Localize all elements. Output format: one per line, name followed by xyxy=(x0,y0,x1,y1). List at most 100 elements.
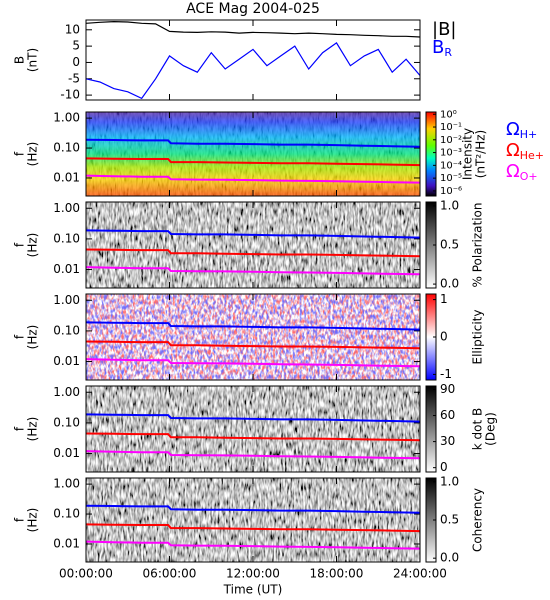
y-tick-label: 1.00 xyxy=(53,477,80,491)
y-axis-label: f xyxy=(13,517,27,522)
legend-label: ΩO+ xyxy=(506,161,538,183)
x-tick-label: 24:00:00 xyxy=(393,567,447,581)
series-line xyxy=(85,157,421,167)
colorbar-tick-label: 0.0 xyxy=(440,551,459,565)
x-tick-label: 18:00:00 xyxy=(310,567,364,581)
y-tick-label: 0.10 xyxy=(53,415,80,429)
plot-frame xyxy=(85,19,421,101)
y-tick-label: 0.10 xyxy=(53,141,80,155)
legend-name: Ω xyxy=(506,161,520,182)
plot-frame xyxy=(85,477,421,563)
y-axis-label: (Hz) xyxy=(26,417,40,442)
colorbar-tick-label: 0.5 xyxy=(440,513,459,527)
plot-frame xyxy=(85,111,421,197)
colorbar-label: Coherency xyxy=(471,488,485,552)
x-tick-label: 06:00:00 xyxy=(143,567,197,581)
spectrogram-image xyxy=(86,478,420,562)
colorbar xyxy=(425,385,437,473)
colorbar-tick-label: 10⁻⁵ xyxy=(440,173,462,184)
legend-subscript: R xyxy=(444,46,452,59)
x-axis-label: Time (UT) xyxy=(223,583,283,597)
colorbar-tick-label: 1.0 xyxy=(440,474,459,488)
y-axis-label: f xyxy=(13,151,27,156)
series-line xyxy=(85,432,421,442)
legend-subscript: O+ xyxy=(520,170,538,183)
y-tick-label: 0.01 xyxy=(53,354,80,368)
colorbar-tick-label: 10⁻² xyxy=(440,135,462,146)
series-line xyxy=(85,413,421,423)
series-line xyxy=(85,358,421,368)
colorbar-tick-label: 0.5 xyxy=(440,238,459,252)
y-axis-label: B xyxy=(13,56,27,64)
y-axis-label: (nT) xyxy=(26,48,40,72)
series-line xyxy=(85,42,421,100)
legend-label: |B| xyxy=(432,19,456,40)
colorbar-tick-label: 10⁻⁶ xyxy=(440,186,462,197)
y-tick-label: 0.01 xyxy=(53,262,80,276)
spectrogram-image xyxy=(86,202,420,288)
colorbar-label: (nT²/Hz) xyxy=(474,130,488,178)
legend-label: ΩH+ xyxy=(506,119,537,141)
y-tick-label: 0.10 xyxy=(53,507,80,521)
colorbar-tick-label: -1 xyxy=(440,367,452,381)
colorbar-label: Intensity xyxy=(461,128,475,180)
y-axis-label: f xyxy=(13,334,27,339)
colorbar-tick-label: 10⁻¹ xyxy=(440,122,462,133)
colorbar-label: % Polarization xyxy=(471,203,485,288)
y-tick-label: 0.10 xyxy=(53,231,80,245)
legend-label: BR xyxy=(432,37,452,59)
colorbar-tick-label: 0 xyxy=(440,330,448,344)
colorbar-tick-label: 0 xyxy=(440,460,448,474)
y-tick-label: -5 xyxy=(68,71,80,85)
colorbar-tick-label: 10⁻⁴ xyxy=(440,160,462,171)
y-tick-label: 1.00 xyxy=(53,293,80,307)
y-tick-label: 1.00 xyxy=(53,201,80,215)
colorbar-tick-label: 30 xyxy=(440,434,455,448)
x-tick-label: 12:00:00 xyxy=(226,567,280,581)
colorbar-tick-label: 1.0 xyxy=(440,198,459,212)
series-line xyxy=(85,138,421,148)
y-axis-label: f xyxy=(13,426,27,431)
series-line xyxy=(85,248,421,258)
y-axis-label: (Hz) xyxy=(26,233,40,258)
colorbar-tick-label: 90 xyxy=(440,382,455,396)
plot-frame xyxy=(85,385,421,473)
y-tick-label: 10 xyxy=(65,22,80,36)
plot-frame xyxy=(85,201,421,289)
series-line xyxy=(85,540,421,550)
y-tick-label: 0 xyxy=(72,55,80,69)
y-tick-label: 0.01 xyxy=(53,536,80,550)
legend-name: |B| xyxy=(432,19,456,40)
y-axis-label: (Hz) xyxy=(26,508,40,533)
series-line xyxy=(85,340,421,350)
series-line xyxy=(85,266,421,276)
y-axis-label: f xyxy=(13,242,27,247)
colorbar-tick-label: 1 xyxy=(440,292,448,306)
spectrogram-blue xyxy=(86,294,420,380)
chart-title: ACE Mag 2004-025 xyxy=(186,1,320,17)
y-tick-label: -10 xyxy=(60,88,80,102)
legend-subscript: He+ xyxy=(520,149,544,162)
y-tick-label: 1.00 xyxy=(53,111,80,125)
y-tick-label: 0.10 xyxy=(53,323,80,337)
plot-frame xyxy=(85,293,421,381)
legend-name: Ω xyxy=(506,140,520,161)
colorbar-tick-label: 10⁰ xyxy=(440,109,457,120)
y-tick-label: 5 xyxy=(72,39,80,53)
colorbar-tick-label: 10⁻³ xyxy=(440,148,462,159)
colorbar xyxy=(425,111,437,197)
y-tick-label: 0.01 xyxy=(53,170,80,184)
x-tick-label: 00:00:00 xyxy=(59,567,113,581)
legend-label: ΩHe+ xyxy=(506,140,544,162)
y-axis-label: (Hz) xyxy=(26,142,40,167)
series-line xyxy=(85,523,421,533)
colorbar-tick-label: 0.0 xyxy=(440,277,459,291)
spectrogram-image xyxy=(86,386,420,472)
legend-subscript: H+ xyxy=(520,128,538,141)
colorbar-label: (Deg) xyxy=(484,412,498,446)
series-line xyxy=(85,20,421,38)
series-line xyxy=(85,450,421,460)
colorbar-label: Ellipticity xyxy=(471,310,485,365)
series-line xyxy=(85,321,421,331)
